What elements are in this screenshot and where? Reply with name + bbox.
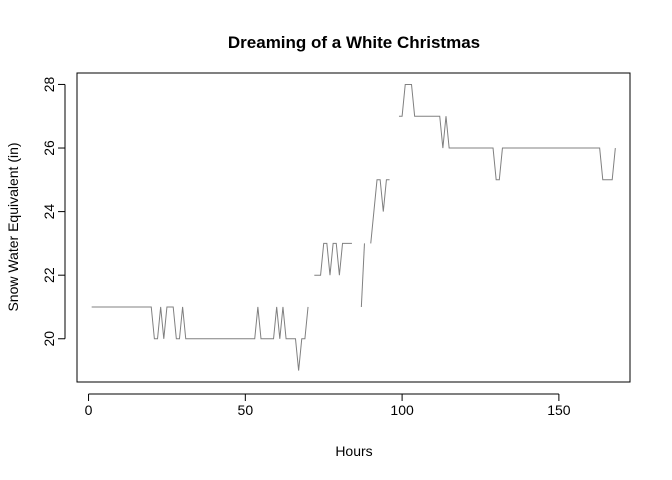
series-line-segment — [91, 306, 309, 371]
x-tick-label: 100 — [390, 402, 414, 418]
series-line-segment — [360, 243, 365, 308]
y-tick-label: 20 — [41, 331, 57, 347]
x-axis-label: Hours — [335, 443, 372, 459]
y-axis: 20 22 24 26 28 — [41, 76, 66, 347]
y-tick-label: 24 — [41, 204, 57, 220]
series-line-segment — [398, 83, 616, 181]
y-axis-label: Snow Water Equivalent (in) — [5, 142, 21, 311]
series-line-segment — [314, 242, 352, 276]
x-tick-label: 50 — [238, 402, 254, 418]
y-tick-label: 28 — [41, 76, 57, 92]
plot-frame — [76, 72, 631, 383]
x-axis: 0 50 100 150 — [85, 393, 571, 418]
series-line-segment — [370, 179, 390, 244]
series-layer — [91, 83, 616, 371]
y-tick-label: 22 — [41, 267, 57, 283]
chart-title: Dreaming of a White Christmas — [228, 33, 480, 52]
x-tick-label: 0 — [85, 402, 93, 418]
y-tick-label: 26 — [41, 140, 57, 156]
x-tick-label: 150 — [547, 402, 571, 418]
